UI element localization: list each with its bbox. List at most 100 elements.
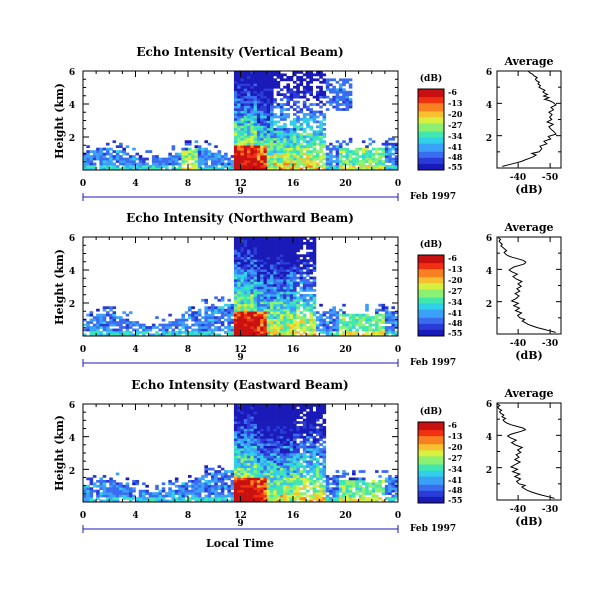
heatmap-cell — [267, 165, 271, 168]
heatmap-cell — [119, 490, 123, 493]
heatmap-cell — [103, 480, 107, 483]
heatmap-cell — [254, 282, 258, 285]
heatmap-cell — [244, 269, 248, 272]
heatmap-cell — [336, 81, 340, 84]
heatmap-cell — [231, 473, 235, 476]
heatmap-cell — [375, 470, 379, 473]
heatmap-cell — [300, 436, 304, 439]
heatmap-cell — [178, 324, 182, 327]
heatmap-cell — [214, 470, 218, 473]
heatmap-cell — [260, 316, 264, 319]
heatmap-cell — [234, 88, 238, 91]
heatmap-cell — [257, 485, 261, 488]
heatmap-cell — [352, 153, 356, 156]
heatmap-cell — [99, 150, 103, 153]
heatmap-cell — [391, 148, 395, 151]
heatmap-cell — [293, 480, 297, 483]
heatmap-cell — [237, 475, 241, 478]
heatmap-cell — [260, 274, 264, 277]
heatmap-cell — [145, 150, 149, 153]
heatmap-cell — [385, 331, 389, 334]
heatmap-cell — [126, 487, 130, 490]
heatmap-cell — [290, 135, 294, 138]
heatmap-cell — [244, 431, 248, 434]
heatmap-cell — [204, 311, 208, 314]
heatmap-cell — [250, 487, 254, 490]
heatmap-cell — [309, 269, 313, 272]
heatmap-cell — [109, 306, 113, 309]
heatmap-cell — [283, 448, 287, 451]
heatmap-cell — [385, 316, 389, 319]
heatmap-cell — [270, 406, 274, 409]
heatmap-cell — [273, 453, 277, 456]
heatmap-cell — [270, 143, 274, 146]
heatmap-cell — [254, 247, 258, 250]
heatmap-cell — [326, 311, 330, 314]
heatmap-cell — [316, 96, 320, 99]
heatmap-cell — [234, 495, 238, 498]
heatmap-cell — [204, 470, 208, 473]
heatmap-cell — [267, 83, 271, 86]
heatmap-cell — [241, 78, 245, 81]
heatmap-cell — [273, 495, 277, 498]
heatmap-cell — [349, 480, 353, 483]
heatmap-cell — [313, 453, 317, 456]
heatmap-cell — [306, 282, 310, 285]
heatmap-cell — [286, 158, 290, 161]
heatmap-cell — [254, 326, 258, 329]
heatmap-cell — [237, 458, 241, 461]
heatmap-cell — [221, 497, 225, 500]
heatmap-cell — [244, 316, 248, 319]
heatmap-cell — [237, 103, 241, 106]
heatmap-cell — [270, 138, 274, 141]
heatmap-cell — [234, 309, 238, 312]
heatmap-cell — [355, 478, 359, 481]
heatmap-cell — [286, 468, 290, 471]
heatmap-cell — [231, 475, 235, 478]
heatmap-cell — [296, 269, 300, 272]
heatmap-cell — [306, 321, 310, 324]
heatmap-cell — [113, 492, 117, 495]
heatmap-cell — [241, 165, 245, 168]
heatmap-cell — [254, 279, 258, 282]
heatmap-cell — [237, 123, 241, 126]
heatmap-cell — [175, 153, 179, 156]
heatmap-cell — [352, 478, 356, 481]
date-label: 9 — [237, 353, 243, 363]
heatmap-cell — [319, 96, 323, 99]
heatmap-cell — [329, 150, 333, 153]
heatmap-cell — [329, 78, 333, 81]
heatmap-cell — [201, 487, 205, 490]
heatmap-cell — [241, 287, 245, 290]
heatmap-cell — [303, 294, 307, 297]
heatmap-cell — [316, 135, 320, 138]
heatmap-cell — [260, 426, 264, 429]
heatmap-cell — [221, 480, 225, 483]
heatmap-cell — [273, 316, 277, 319]
heatmap-cell — [332, 314, 336, 317]
heatmap-cell — [106, 329, 110, 332]
heatmap-cell — [270, 128, 274, 131]
heatmap-cell — [290, 277, 294, 280]
heatmap-cell — [260, 93, 264, 96]
heatmap-cell — [247, 73, 251, 76]
heatmap-cell — [277, 480, 281, 483]
heatmap-cell — [375, 153, 379, 156]
heatmap-cell — [300, 138, 304, 141]
heatmap-cell — [283, 267, 287, 270]
heatmap-cell — [257, 262, 261, 265]
heatmap-cell — [254, 424, 258, 427]
heatmap-cell — [113, 140, 117, 143]
heatmap-cell — [136, 158, 140, 161]
heatmap-cell — [382, 326, 386, 329]
heatmap-cell — [277, 148, 281, 151]
heatmap-cell — [241, 73, 245, 76]
heatmap-cell — [286, 140, 290, 143]
heatmap-cell — [309, 296, 313, 299]
heatmap-cell — [188, 492, 192, 495]
heatmap-cell — [106, 311, 110, 314]
heatmap-cell — [198, 311, 202, 314]
heatmap-cell — [280, 473, 284, 476]
heatmap-cell — [257, 319, 261, 322]
heatmap-cell — [198, 490, 202, 493]
